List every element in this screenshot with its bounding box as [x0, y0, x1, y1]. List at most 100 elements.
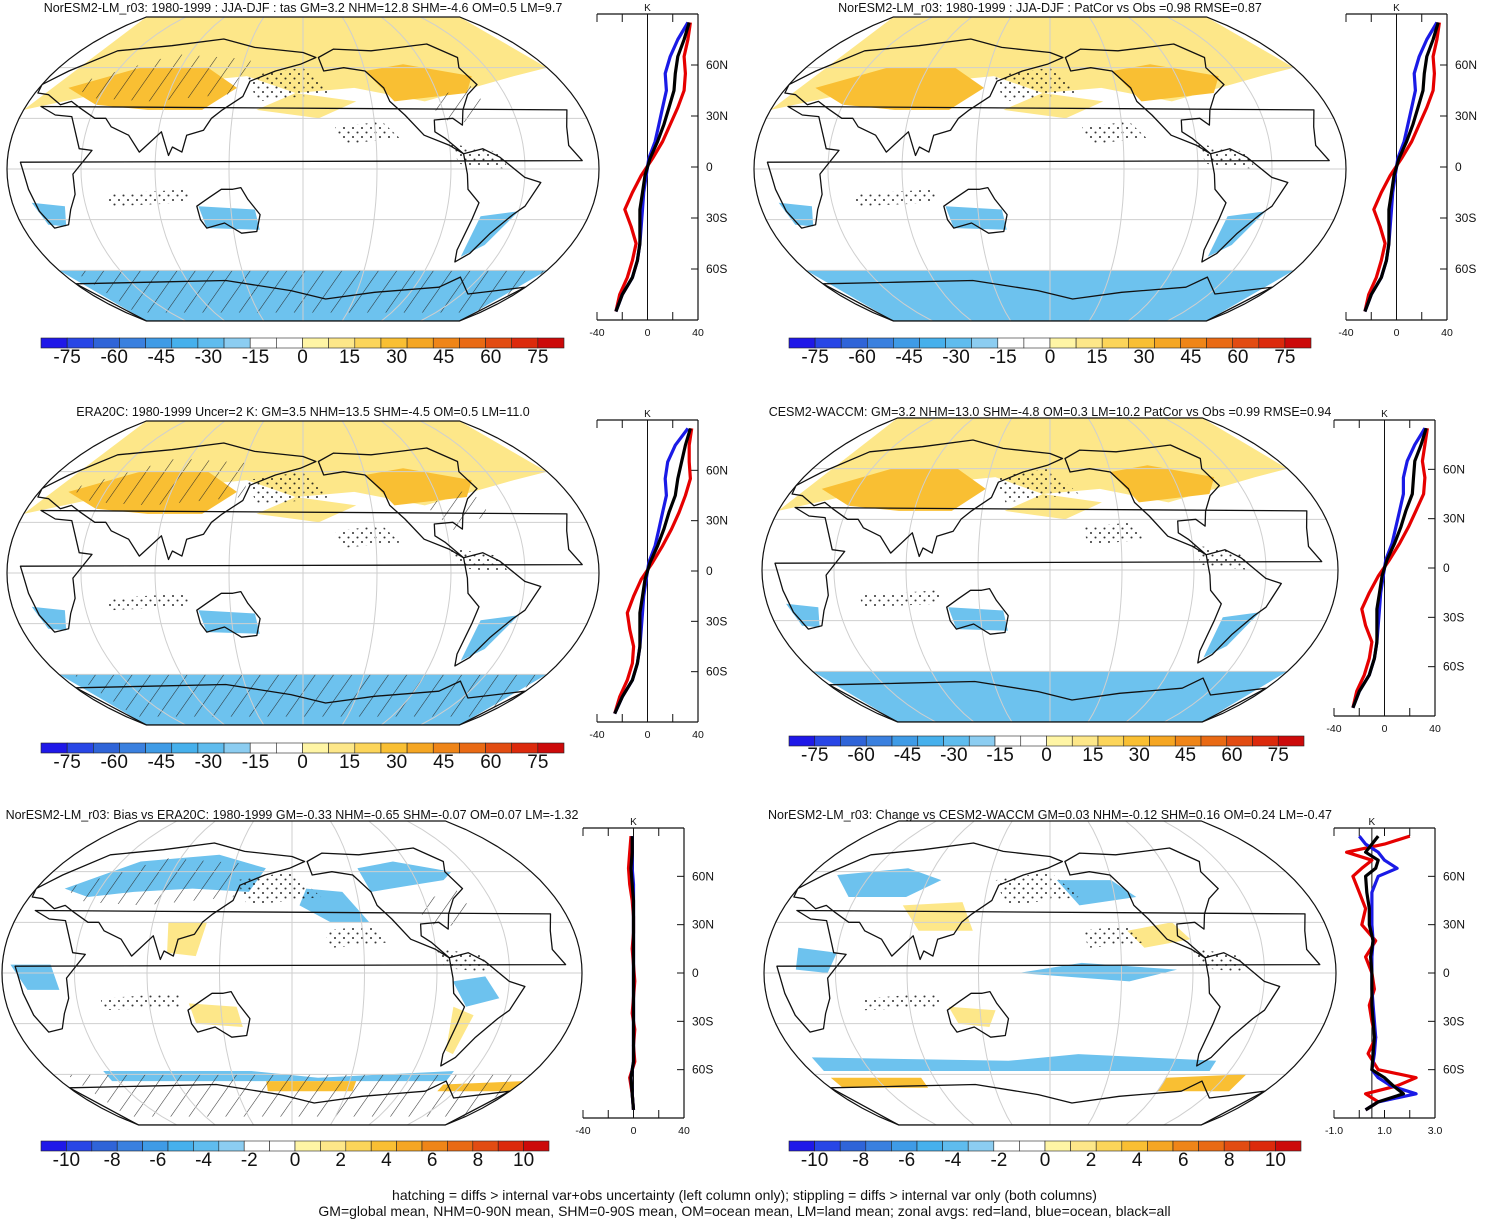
colorbar-tick-label: -75: [53, 752, 80, 773]
panel-title: NorESM2-LM_r03: Bias vs ERA20C: 1980-199…: [6, 808, 579, 822]
colorbar-tick-label: -30: [940, 745, 967, 766]
colorbar-box: [1154, 337, 1181, 349]
map-outline: [761, 417, 1339, 723]
colorbar-box: [167, 1140, 194, 1152]
zonal-lat-label: 0: [1443, 966, 1450, 980]
map-outline: [763, 820, 1337, 1126]
zonal-x-tick-label: -1.0: [1325, 1125, 1343, 1137]
hatch-region: [424, 488, 490, 531]
zonal-lat-label: 60S: [706, 665, 727, 679]
field-region: [1003, 93, 1104, 119]
zonal-lat-label: 60S: [1443, 660, 1464, 674]
colorbar-tick-label: 0: [1045, 347, 1056, 368]
panel-6: NorESM2-LM_r03: Change vs CESM2-WACCM GM…: [763, 808, 1465, 1171]
zonal-x-tick-label: 0: [1394, 327, 1400, 339]
coastline-africa: [774, 506, 1323, 630]
field-region: [31, 202, 67, 227]
colorbar-box: [523, 1140, 550, 1152]
zonal-plot: K -40 0 40 60N 30N 0 30S 60S: [589, 409, 728, 741]
graticule-meridian: [368, 821, 438, 1125]
stipple-region: [236, 871, 322, 906]
stipple-region: [107, 189, 190, 207]
zonal-lat-label: 60S: [1443, 1063, 1464, 1077]
colorbar-box: [916, 1140, 943, 1152]
zonal-line-all: [1363, 22, 1440, 313]
map-outline: [753, 16, 1347, 322]
zonal-x-tick-label: 40: [678, 1125, 690, 1137]
colorbar-tick-label: 8: [1224, 1150, 1235, 1171]
footnote-line-1: hatching = diffs > internal var+obs unce…: [392, 1187, 1097, 1203]
colorbar-box: [1095, 1140, 1123, 1152]
colorbar-tick-label: -75: [801, 347, 828, 368]
coastline-eurasia: [37, 442, 317, 561]
coastline-namerica: [306, 847, 464, 959]
hatch-region: [71, 458, 251, 506]
panel-title: CESM2-WACCM: GM=3.2 NHM=13.0 SHM=-4.8 OM…: [769, 405, 1332, 419]
zonal-lat-label: 60S: [1455, 262, 1476, 276]
coastline-namerica: [1064, 444, 1220, 556]
map-area: [7, 421, 599, 725]
stipple-region: [1191, 947, 1249, 973]
colorbar-tick-label: -15: [989, 347, 1016, 368]
footnote-line-2: GM=global mean, NHM=0-90N mean, SHM=0-90…: [318, 1203, 1171, 1219]
zonal-x-tick-label: 1.0: [1377, 1125, 1392, 1137]
colorbar-tick-label: 75: [527, 347, 548, 368]
colorbar-tick-label: -6: [898, 1150, 915, 1171]
coastline-eurasia: [31, 842, 306, 961]
field-region: [778, 202, 814, 227]
map-area: [762, 418, 1338, 722]
graticule-meridian: [80, 17, 186, 321]
zonal-x-tick-label: 3.0: [1428, 1125, 1443, 1137]
stipple-region: [1196, 143, 1256, 169]
zonal-plot: K -40 0 40 60N 30N 0 30S 60S: [1326, 409, 1465, 735]
colorbar-tick-label: -8: [104, 1150, 121, 1171]
colorbar-tick-label: 4: [1132, 1150, 1143, 1171]
graticule-meridian: [420, 421, 526, 725]
zonal-lat-label: 30N: [692, 918, 714, 932]
coastline-samerica: [1196, 952, 1281, 1067]
colorbar-tick-label: -60: [847, 745, 874, 766]
colorbar-tick-label: -15: [242, 752, 269, 773]
zonal-lat-label: 30S: [692, 1014, 713, 1028]
zonal-lat-label: 60S: [706, 262, 727, 276]
field-region: [902, 902, 973, 931]
zonal-lat-label: 30S: [706, 614, 727, 628]
colorbar-tick-label: 75: [1268, 745, 1289, 766]
graticule-meridian: [906, 821, 975, 1125]
zonal-lat-label: 60N: [1443, 462, 1465, 476]
panel-title: ERA20C: 1980-1999 Uncer=2 K: GM=3.5 NHM=…: [76, 405, 530, 419]
colorbar-tick-label: 45: [433, 752, 454, 773]
coastline-namerica: [317, 447, 478, 559]
zonal-x-tick-label: 40: [692, 327, 704, 339]
panel-1: NorESM2-LM_r03: 1980-1999 : JJA-DJF : ta…: [6, 1, 728, 368]
field-region: [815, 67, 984, 110]
panel-title: NorESM2-LM_r03: 1980-1999 : JJA-DJF : Pa…: [838, 1, 1262, 15]
zonal-x-tick-label: 0: [1382, 723, 1388, 735]
zonal-lat-label: 30N: [1455, 109, 1477, 123]
zonal-lat-label: 30N: [706, 514, 728, 528]
colorbar-tick-label: 15: [1086, 347, 1107, 368]
colorbar-tick-label: -10: [801, 1150, 828, 1171]
graticule-meridian: [827, 17, 933, 321]
graticule-meridian: [1163, 821, 1266, 1125]
field-region: [1127, 922, 1191, 948]
colorbar-tick-label: 45: [433, 347, 454, 368]
coastline-antarctica: [68, 1080, 511, 1125]
colorbar-box: [1147, 1140, 1174, 1152]
colorbar-tick-label: 0: [297, 752, 308, 773]
graticule-meridian: [1125, 821, 1194, 1125]
zonal-x-tick-label: -40: [589, 729, 604, 741]
colorbar-tick-label: 4: [381, 1150, 392, 1171]
coastline-samerica: [454, 148, 542, 263]
colorbar-tick-label: -30: [942, 347, 969, 368]
colorbar-tick-label: 2: [335, 1150, 346, 1171]
field-region: [198, 610, 260, 634]
colorbar-tick-label: 60: [480, 347, 501, 368]
graticule-meridian: [228, 17, 265, 321]
graticule-meridian: [146, 821, 216, 1125]
stipple-region: [854, 189, 937, 207]
colorbar-tick-label: -4: [195, 1150, 212, 1171]
zonal-x-tick-label: -40: [1338, 327, 1353, 339]
coastline-antarctica: [829, 1080, 1266, 1125]
zonal-lat-label: 0: [706, 160, 713, 174]
